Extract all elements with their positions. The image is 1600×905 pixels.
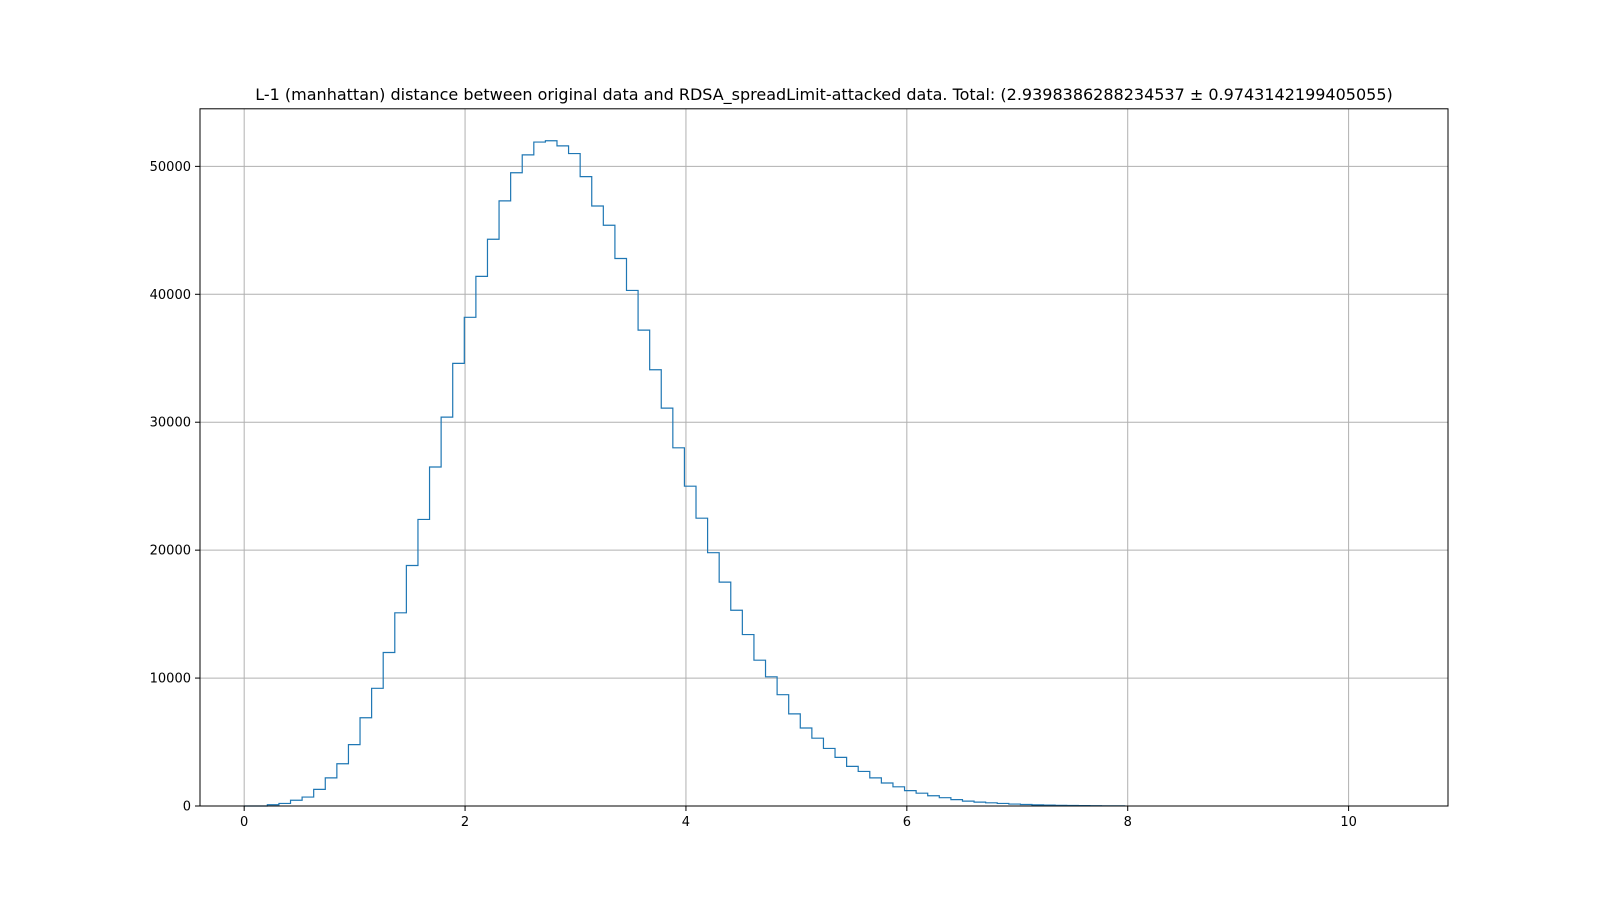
histogram-bin	[372, 688, 384, 806]
histogram-bin	[661, 408, 673, 806]
histogram-bin	[974, 802, 986, 806]
histogram-bin	[430, 467, 442, 806]
histogram-bin	[337, 764, 349, 806]
x-tick-label: 8	[1124, 815, 1132, 830]
histogram-bin	[464, 317, 476, 806]
histogram-bin	[951, 800, 963, 806]
histogram-bin	[835, 757, 847, 806]
histogram-bin	[777, 695, 789, 806]
histogram-bin	[673, 448, 685, 806]
histogram-bin	[441, 417, 453, 806]
histogram-bin	[893, 787, 905, 806]
histogram-bin	[939, 798, 951, 806]
histogram-bin	[626, 290, 638, 806]
histogram-bin	[487, 239, 499, 806]
histogram-bin	[580, 177, 592, 806]
y-tick-label: 20000	[150, 544, 191, 559]
histogram-bin	[291, 800, 303, 806]
histogram-bin	[789, 714, 801, 806]
histogram-bin	[383, 652, 395, 806]
histogram-bin	[557, 146, 569, 806]
histogram-bin	[348, 745, 360, 806]
histogram-bin	[858, 771, 870, 806]
histogram-bin	[545, 141, 557, 806]
histogram-bin	[766, 677, 778, 806]
histogram-bin	[870, 778, 882, 806]
x-tick-label: 2	[461, 815, 469, 830]
x-tick-label: 0	[240, 815, 248, 830]
histogram-bin	[406, 565, 418, 806]
x-tick-label: 4	[682, 815, 690, 830]
y-tick-label: 50000	[150, 160, 191, 175]
histogram-bin	[511, 173, 523, 806]
y-tick-label: 30000	[150, 416, 191, 431]
histogram-bin	[499, 201, 511, 806]
histogram-bin	[395, 613, 407, 806]
histogram-bin	[754, 660, 766, 806]
chart-title: L-1 (manhattan) distance between origina…	[255, 85, 1393, 105]
x-tick-label: 10	[1340, 815, 1357, 830]
histogram-bin	[731, 610, 743, 806]
x-tick-label: 6	[903, 815, 911, 830]
histogram-bin	[708, 553, 720, 806]
histogram-bin	[325, 778, 337, 806]
histogram-bin	[615, 258, 627, 806]
y-tick-label: 40000	[150, 288, 191, 303]
histogram-bin	[696, 518, 708, 806]
histogram-bin	[962, 801, 974, 806]
histogram-bin	[800, 728, 812, 806]
histogram-bin	[603, 225, 615, 806]
histogram-bin	[905, 791, 917, 806]
histogram-bin	[522, 155, 534, 806]
histogram-bin	[847, 766, 859, 806]
histogram-bin	[360, 718, 372, 806]
histogram-bin	[881, 783, 893, 806]
y-tick-label: 10000	[150, 672, 191, 687]
histogram-bin	[453, 363, 465, 806]
histogram-bin	[638, 330, 650, 806]
histogram-bin	[719, 582, 731, 806]
y-tick-label: 0	[183, 800, 191, 815]
histogram-bin	[476, 276, 488, 806]
histogram-bin	[742, 635, 754, 806]
histogram-bin	[823, 748, 835, 806]
histogram-bin	[592, 206, 604, 806]
histogram-bin	[314, 789, 326, 806]
histogram-bin	[812, 738, 824, 806]
histogram-bin	[916, 793, 928, 806]
histogram-bin	[418, 519, 430, 806]
histogram-bin	[650, 370, 662, 806]
histogram-bin	[684, 486, 696, 806]
histogram-bin	[534, 142, 546, 806]
histogram-bin	[569, 154, 581, 806]
histogram-bin	[928, 796, 940, 806]
histogram-bin	[302, 797, 314, 806]
